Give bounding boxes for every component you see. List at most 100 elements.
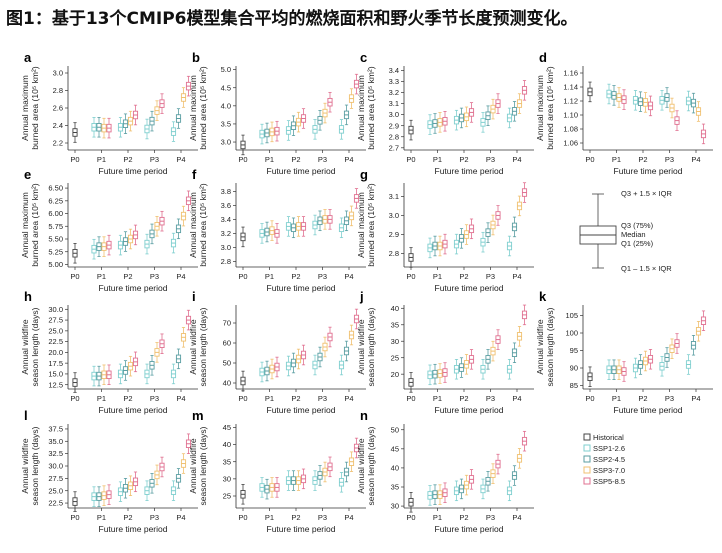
x-tick-label: P1 — [433, 394, 442, 403]
y-axis-label: burned area (10⁵ km²) — [30, 183, 40, 267]
panel-letter: l — [24, 408, 28, 423]
x-tick-label: P0 — [406, 272, 415, 281]
x-tick-label: P4 — [176, 394, 185, 403]
legend-swatch-ssp585 — [583, 477, 591, 485]
x-tick-label: P2 — [291, 394, 300, 403]
y-axis-label: Annual wildfire — [535, 319, 545, 375]
y-tick-label: 5.25 — [48, 247, 63, 256]
x-tick-label: P3 — [665, 155, 674, 164]
y-tick-label: 3.6 — [221, 201, 231, 210]
x-tick-label: P3 — [486, 272, 495, 281]
panel-letter: c — [360, 50, 367, 65]
y-tick-label: 25.0 — [48, 326, 63, 335]
y-tick-label: 3.5 — [221, 120, 231, 129]
panel-letter: e — [24, 167, 31, 182]
x-tick-label: P3 — [486, 513, 495, 522]
y-tick-label: 30.0 — [48, 462, 63, 471]
x-tick-label: P3 — [318, 513, 327, 522]
x-tick-label: P4 — [344, 394, 353, 403]
x-tick-label: P1 — [433, 272, 442, 281]
panel-k: k 85 90 95 100 105 Annual wildfire season lengt… — [535, 289, 713, 415]
legend-label-ssp126: SSP1-2.6 — [593, 444, 625, 453]
x-tick-label: P0 — [585, 155, 594, 164]
x-tick-label: P3 — [150, 513, 159, 522]
x-tick-label: P1 — [265, 513, 274, 522]
y-tick-label: 3.0 — [389, 110, 399, 119]
y-tick-label: 5.00 — [48, 260, 63, 269]
panel-h: h 12.515.0 17.5 20.0 22.5 25.027.5 30.0 Annual … — [20, 289, 198, 415]
y-tick-label: 25 — [391, 353, 399, 362]
y-tick-label: 2.2 — [53, 139, 63, 148]
legend-median-label: Median — [621, 230, 646, 239]
x-axis-label: Future time period — [614, 405, 683, 415]
x-tick-label: P1 — [97, 155, 106, 164]
y-tick-label: 1.14 — [563, 83, 578, 92]
y-axis-label: Annual wildfire — [20, 319, 30, 375]
panel-letter: d — [539, 50, 547, 65]
y-tick-label: 5.50 — [48, 235, 63, 244]
y-tick-label: 50 — [223, 359, 231, 368]
x-tick-label: P3 — [150, 394, 159, 403]
y-axis-label: Annual maximum — [188, 192, 198, 258]
y-tick-label: 15.0 — [48, 370, 63, 379]
y-tick-label: 5.0 — [221, 65, 231, 74]
y-tick-label: 60 — [223, 339, 231, 348]
y-axis-label: burned area (10⁵ km²) — [545, 66, 555, 150]
x-tick-label: P4 — [512, 272, 521, 281]
y-axis-label: Annual maximum — [188, 75, 198, 141]
x-tick-label: P4 — [512, 513, 521, 522]
x-tick-label: P2 — [638, 155, 647, 164]
x-tick-label: P2 — [459, 513, 468, 522]
y-tick-label: 35 — [223, 457, 231, 466]
y-tick-label: 3.4 — [389, 66, 399, 75]
y-axis-label: Annual maximum — [356, 75, 366, 141]
y-tick-label: 1.10 — [563, 111, 578, 120]
x-tick-label: P1 — [612, 155, 621, 164]
y-tick-label: 1.06 — [563, 139, 578, 148]
panel-n: n 30 35 40 45 50 Annual wildfire season length … — [356, 408, 534, 534]
x-tick-label: P1 — [97, 513, 106, 522]
y-axis-label: burned area (10⁵ km²) — [30, 66, 40, 150]
y-tick-label: 12.5 — [48, 380, 63, 389]
panel-g: g 2.8 2.9 3.0 3.1 Annual maximum burned area (… — [356, 167, 534, 293]
x-tick-label: P4 — [512, 394, 521, 403]
x-tick-label: P4 — [176, 155, 185, 164]
x-tick-label: P2 — [123, 155, 132, 164]
x-axis-label: Future time period — [99, 166, 168, 176]
y-tick-label: 1.16 — [563, 69, 578, 78]
panel-letter: f — [192, 167, 197, 182]
y-tick-label: 3.0 — [53, 69, 63, 78]
y-axis-label: season length (days) — [30, 307, 40, 386]
y-axis-label: Annual maximum — [535, 75, 545, 141]
x-tick-label: P1 — [265, 155, 274, 164]
x-tick-label: P4 — [176, 272, 185, 281]
x-tick-label: P3 — [318, 155, 327, 164]
y-axis-label: Annual wildfire — [188, 319, 198, 375]
x-axis-label: Future time period — [267, 405, 336, 415]
x-tick-label: P0 — [238, 155, 247, 164]
y-tick-label: 6.25 — [48, 196, 63, 205]
y-tick-label: 3.0 — [221, 243, 231, 252]
y-tick-label: 35 — [391, 483, 399, 492]
x-tick-label: P2 — [291, 513, 300, 522]
panel-letter: j — [359, 289, 364, 304]
x-tick-label: P0 — [70, 155, 79, 164]
y-tick-label: 105 — [565, 311, 578, 320]
y-tick-label: 1.08 — [563, 125, 578, 134]
legend-label-ssp370: SSP3-7.0 — [593, 466, 625, 475]
y-tick-label: 40 — [391, 304, 399, 313]
panel-l: l 22.5 25.0 27.5 30.0 32.5 35.0 37.5 Annual wild… — [20, 408, 198, 534]
y-tick-label: 50 — [391, 425, 399, 434]
y-tick-label: 100 — [565, 329, 578, 338]
y-tick-label: 3.1 — [389, 192, 399, 201]
y-tick-label: 30.0 — [48, 305, 63, 314]
y-tick-label: 30 — [391, 502, 399, 511]
y-tick-label: 35.0 — [48, 437, 63, 446]
y-tick-label: 5.75 — [48, 222, 63, 231]
panel-letter: a — [24, 50, 32, 65]
y-tick-label: 45 — [223, 423, 231, 432]
y-tick-label: 25 — [223, 492, 231, 501]
